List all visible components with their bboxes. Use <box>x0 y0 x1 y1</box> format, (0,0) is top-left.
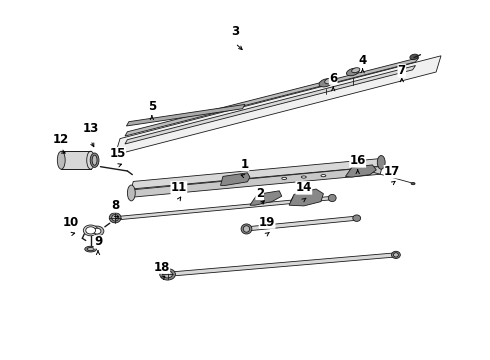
Ellipse shape <box>127 185 135 201</box>
Ellipse shape <box>410 54 418 60</box>
Ellipse shape <box>319 79 333 87</box>
Ellipse shape <box>325 78 334 84</box>
Ellipse shape <box>93 228 101 234</box>
Ellipse shape <box>57 151 65 169</box>
Polygon shape <box>220 173 250 185</box>
Text: 16: 16 <box>349 154 366 167</box>
Ellipse shape <box>86 227 96 234</box>
Text: 13: 13 <box>82 122 99 135</box>
Ellipse shape <box>90 226 104 236</box>
Ellipse shape <box>377 156 385 169</box>
Polygon shape <box>345 165 376 177</box>
Polygon shape <box>167 253 397 276</box>
Text: 7: 7 <box>398 64 406 77</box>
Ellipse shape <box>321 175 326 177</box>
Text: 12: 12 <box>53 133 70 146</box>
Ellipse shape <box>160 269 175 280</box>
Text: 18: 18 <box>153 261 170 274</box>
Text: 19: 19 <box>259 216 275 229</box>
Ellipse shape <box>110 215 117 222</box>
Ellipse shape <box>241 224 252 234</box>
Ellipse shape <box>87 151 95 169</box>
Ellipse shape <box>243 226 249 232</box>
Text: 2: 2 <box>256 187 264 200</box>
Ellipse shape <box>90 153 99 167</box>
Polygon shape <box>131 158 382 189</box>
Ellipse shape <box>282 177 287 180</box>
Ellipse shape <box>411 183 415 185</box>
Ellipse shape <box>92 155 97 165</box>
Ellipse shape <box>392 251 400 258</box>
Text: 17: 17 <box>384 165 400 178</box>
Ellipse shape <box>109 213 121 223</box>
Ellipse shape <box>346 68 359 76</box>
Polygon shape <box>126 104 245 126</box>
Ellipse shape <box>87 248 94 251</box>
Text: 1: 1 <box>241 158 249 171</box>
Text: 8: 8 <box>111 199 119 212</box>
Ellipse shape <box>301 176 306 178</box>
Ellipse shape <box>352 68 360 73</box>
Ellipse shape <box>85 246 97 252</box>
Ellipse shape <box>83 225 98 236</box>
Ellipse shape <box>328 194 336 202</box>
Ellipse shape <box>163 271 172 278</box>
Polygon shape <box>125 58 419 136</box>
Polygon shape <box>115 56 441 155</box>
Polygon shape <box>250 191 282 205</box>
Text: 5: 5 <box>148 100 156 113</box>
Text: 11: 11 <box>171 181 187 194</box>
Text: 14: 14 <box>295 181 312 194</box>
Polygon shape <box>245 216 358 231</box>
Ellipse shape <box>112 215 119 221</box>
Polygon shape <box>113 196 333 220</box>
Polygon shape <box>125 66 416 144</box>
Polygon shape <box>61 151 91 169</box>
Polygon shape <box>289 189 323 206</box>
Polygon shape <box>131 166 382 197</box>
Text: 9: 9 <box>94 235 102 248</box>
Ellipse shape <box>393 253 398 257</box>
Text: 4: 4 <box>359 54 367 67</box>
Text: 6: 6 <box>329 72 337 85</box>
Text: 15: 15 <box>109 147 126 160</box>
Ellipse shape <box>353 215 361 221</box>
Text: 10: 10 <box>63 216 79 229</box>
Text: 3: 3 <box>231 25 239 38</box>
